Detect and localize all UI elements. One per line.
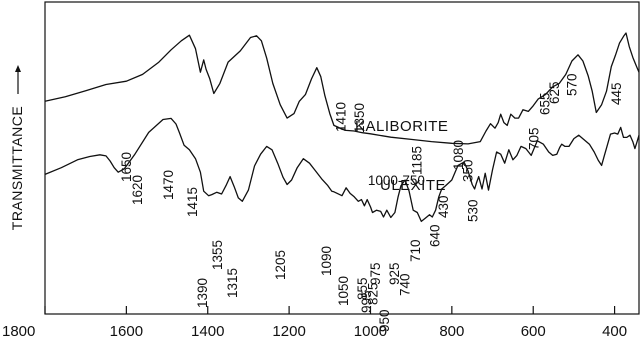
peak-label: 655: [538, 92, 553, 115]
peak-label: 1205: [273, 250, 288, 280]
series-label-ulexite: ULEXITE: [380, 177, 446, 194]
x-tick-label: 1000: [354, 323, 387, 340]
peak-label: 430: [436, 195, 451, 218]
series-line-ulexite: [44, 117, 640, 223]
peak-label: 1470: [161, 170, 176, 200]
series-line-kaliborite: [44, 32, 640, 145]
peak-label: 1090: [319, 246, 334, 276]
peak-label: 975: [368, 262, 383, 285]
peak-label: 710: [408, 239, 423, 262]
x-tick-label: 400: [602, 323, 627, 340]
peak-label: 1050: [336, 276, 351, 306]
peak-label: 530: [465, 199, 480, 222]
series-label-kaliborite: KALIBORITE: [355, 118, 448, 135]
x-axis-ticks: 1800 1600 1400 1200 1000 800 600 400: [2, 306, 627, 340]
x-tick-label: 1800: [2, 323, 35, 340]
peak-label: 925: [387, 262, 402, 285]
peak-label: 740: [397, 273, 412, 296]
peak-label: 1080: [451, 140, 466, 170]
peak-label: 705: [526, 127, 541, 150]
plot-frame: [44, 1, 640, 315]
peak-label: 640: [427, 224, 442, 247]
y-axis-label: TRANSMITTANCE: [9, 106, 25, 230]
x-tick-label: 1200: [272, 323, 305, 340]
peak-label: 950: [377, 309, 392, 332]
x-tick-label: 1400: [191, 323, 224, 340]
peak-label: 1390: [195, 278, 210, 308]
peak-label: 1315: [225, 268, 240, 298]
peak-label: 1355: [210, 240, 225, 270]
y-axis-label-group: TRANSMITTANCE: [9, 65, 25, 230]
x-tick-label: 800: [439, 323, 464, 340]
spectrum-curves: [44, 32, 640, 223]
peak-label: 445: [609, 82, 624, 105]
peak-label: 1415: [185, 187, 200, 217]
x-tick-label: 600: [521, 323, 546, 340]
peak-label: 1650: [119, 152, 134, 182]
peak-label: 855: [355, 277, 370, 300]
peak-label: 625: [547, 81, 562, 104]
peak-label: 1410: [334, 102, 349, 132]
y-axis-arrowhead: [15, 65, 21, 72]
peak-label: 1185: [410, 146, 425, 175]
peak-label: 825: [365, 282, 380, 305]
peak-label: 1350: [352, 103, 367, 133]
peak-label: 350: [461, 159, 476, 182]
peak-label: 1000-750: [368, 173, 425, 188]
peak-label: 995: [359, 290, 374, 313]
x-tick-label: 1600: [110, 323, 143, 340]
peak-label: 1620: [130, 175, 145, 205]
peak-label: 570: [564, 73, 579, 96]
